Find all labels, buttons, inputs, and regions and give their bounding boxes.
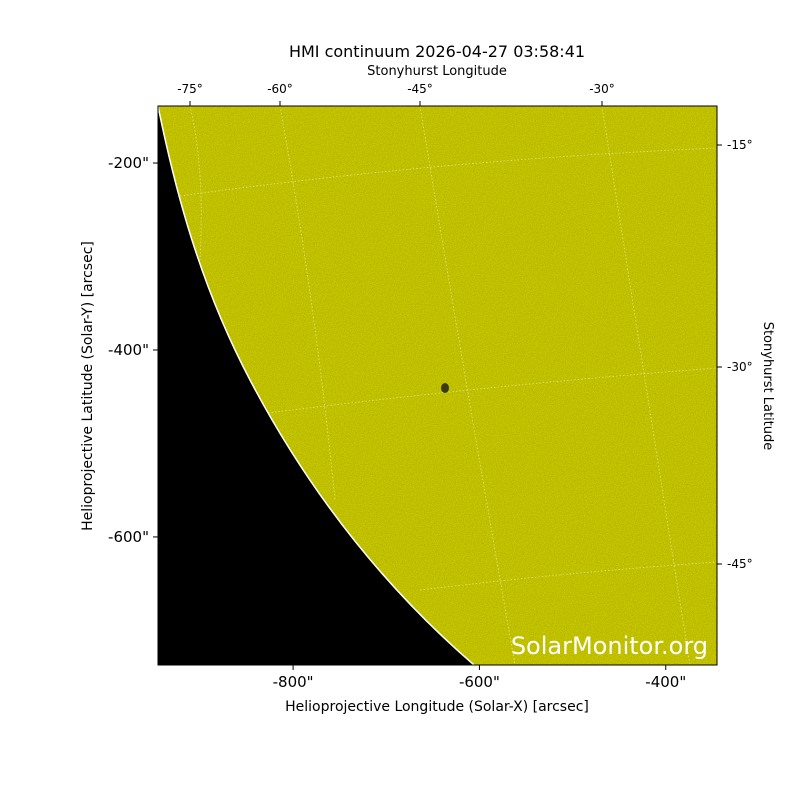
top-tick-label: -60° — [267, 82, 293, 96]
grid-lon — [419, 106, 516, 665]
top-tick-label: -30° — [589, 82, 615, 96]
limb — [158, 106, 475, 665]
right-tick-label: -30° — [727, 360, 753, 374]
grid-lon — [189, 106, 202, 261]
watermark: SolarMonitor.org — [511, 632, 708, 660]
plot-frame — [157, 105, 718, 666]
grid-lon — [601, 106, 691, 665]
y-tick-label: -600" — [108, 528, 149, 546]
right-tick-label: -45° — [727, 557, 753, 571]
top-axis-label: Stonyhurst Longitude — [367, 64, 507, 79]
right-tick-label: -15° — [727, 138, 753, 152]
grid-lat — [419, 561, 717, 591]
right-axis-label: Stonyhurst Latitude — [760, 322, 775, 451]
grid-lon — [279, 106, 336, 501]
top-tick-label: -45° — [407, 82, 433, 96]
y-axis-label: Helioprojective Latitude (Solar-Y) [arcs… — [80, 241, 96, 531]
grid-lat — [179, 147, 717, 197]
x-tick-label: -600" — [459, 673, 500, 691]
x-axis-label: Helioprojective Longitude (Solar-X) [arc… — [285, 699, 589, 715]
off-disk — [158, 106, 474, 665]
grid-lat — [267, 367, 717, 414]
y-tick-label: -200" — [108, 154, 149, 172]
sunspot — [441, 383, 449, 393]
y-tick-label: -400" — [108, 341, 149, 359]
chart-title: HMI continuum 2026-04-27 03:58:41 — [289, 42, 585, 61]
x-tick-label: -400" — [645, 673, 686, 691]
top-tick-label: -75° — [177, 82, 203, 96]
x-tick-label: -800" — [273, 673, 314, 691]
image: SolarMonitor.org — [158, 106, 717, 665]
